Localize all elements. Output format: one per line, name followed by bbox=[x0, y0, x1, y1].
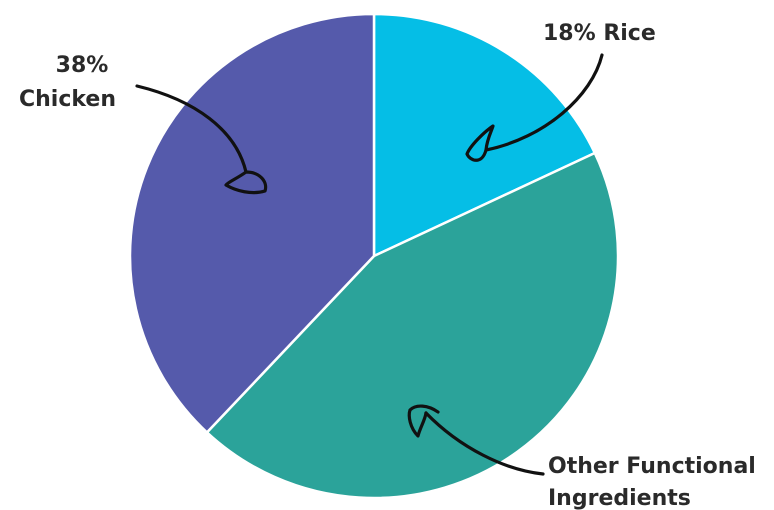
rice-callout-line-1: 18% Rice bbox=[543, 21, 656, 46]
other-ingredients-callout-line-2: Ingredients bbox=[548, 486, 691, 510]
other-ingredients-callout-line-1: Other Functional bbox=[548, 454, 756, 479]
rice-callout-label: 18% Rice bbox=[543, 21, 656, 46]
chicken-callout-line-1: 38% bbox=[56, 53, 109, 78]
chicken-callout-line-2: Chicken bbox=[19, 87, 116, 112]
other-ingredients-callout-label: Other Functional Ingredients bbox=[548, 454, 764, 510]
slices-layer bbox=[130, 14, 618, 498]
chicken-callout-label: 38% Chicken bbox=[19, 53, 116, 112]
